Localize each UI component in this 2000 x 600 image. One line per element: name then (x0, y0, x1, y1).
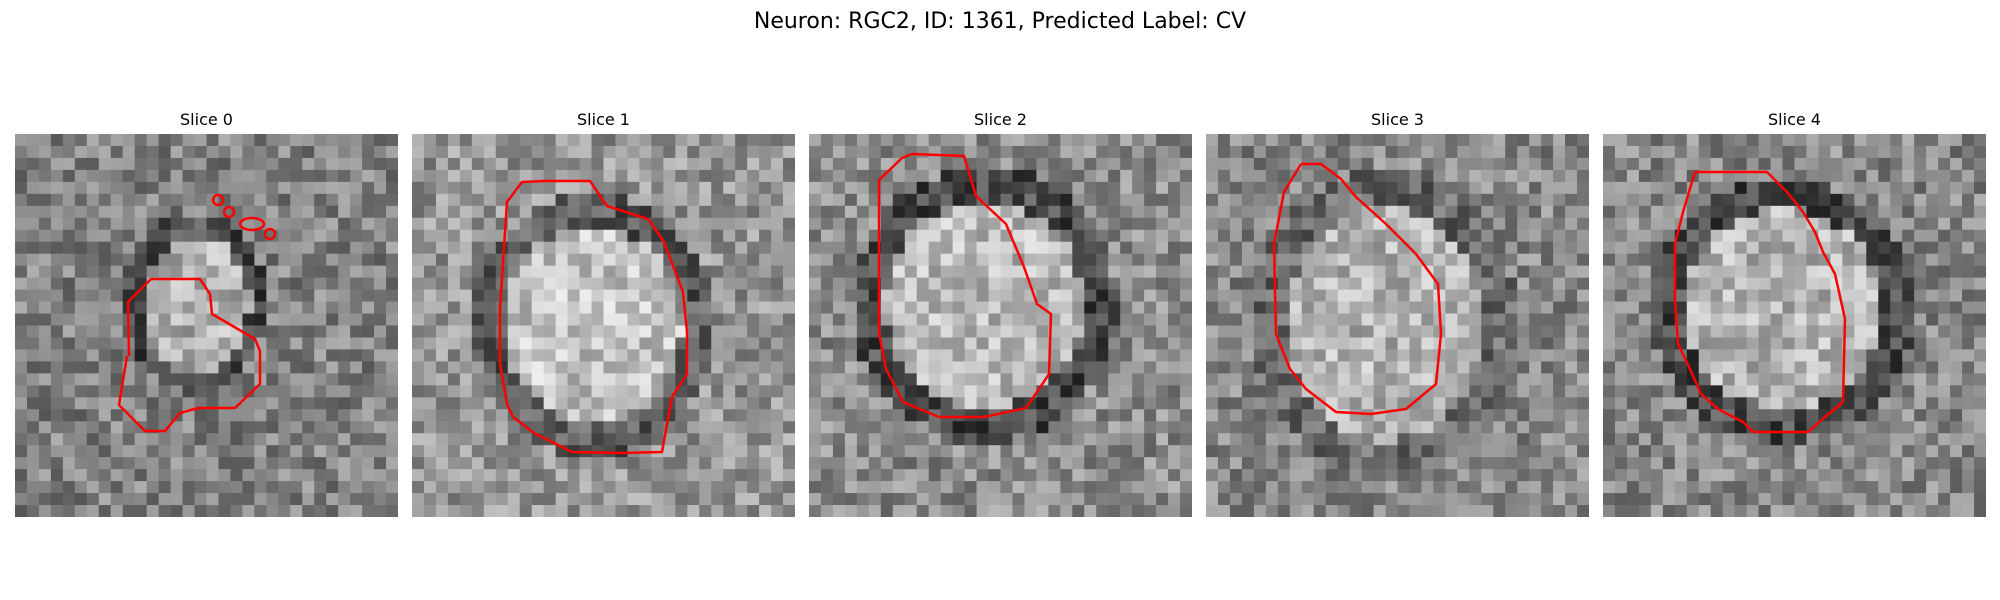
cell-contour-fragment (238, 216, 266, 232)
cell-contour-fragment (222, 205, 236, 219)
cell-contour-fragment (211, 193, 225, 207)
pixel-grid (1603, 134, 1986, 517)
slice-title: Slice 3 (1371, 110, 1424, 129)
pixel-grid (1206, 134, 1589, 517)
cell-contour (117, 277, 262, 433)
slice-panel-2: Slice 2 (809, 110, 1192, 517)
figure-title: Neuron: RGC2, ID: 1361, Predicted Label:… (753, 9, 1247, 34)
slice-panel-4: Slice 4 (1603, 110, 1986, 517)
slice-title: Slice 0 (180, 110, 233, 129)
cell-contour (498, 179, 689, 455)
slice-title: Slice 4 (1768, 110, 1821, 129)
cell-contour-fragment (263, 227, 277, 241)
slice-panel-0: Slice 0 (15, 110, 398, 517)
slice-panel-3: Slice 3 (1206, 110, 1589, 517)
slice-title: Slice 1 (577, 110, 630, 129)
pixel-grid (412, 134, 795, 517)
cell-contour (877, 152, 1053, 419)
pixel-grid (15, 134, 398, 517)
pixel-grid (809, 134, 1192, 517)
slice-panel-1: Slice 1 (412, 110, 795, 517)
slice-image (15, 134, 398, 517)
cell-contour (1673, 170, 1847, 434)
slice-image (1206, 134, 1589, 517)
slice-image (809, 134, 1192, 517)
slice-image (1603, 134, 1986, 517)
cell-contour (1272, 162, 1443, 416)
slice-image (412, 134, 795, 517)
slice-title: Slice 2 (974, 110, 1027, 129)
